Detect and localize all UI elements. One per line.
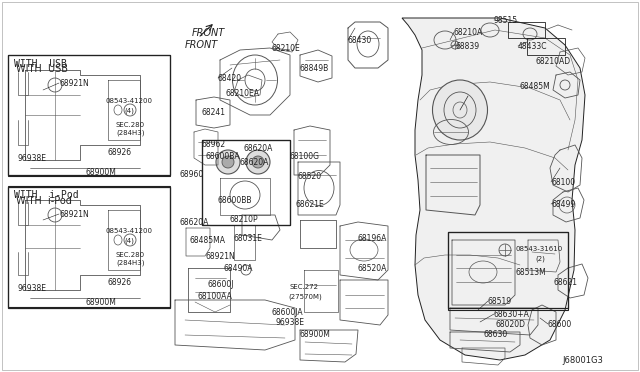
Text: 68210A: 68210A (454, 28, 483, 37)
Text: (4): (4) (124, 237, 134, 244)
Bar (202, 140, 290, 225)
Text: 68430: 68430 (348, 36, 372, 45)
Text: 08543-31610: 08543-31610 (516, 246, 563, 252)
Text: 68960: 68960 (180, 170, 204, 179)
Bar (8, 55, 170, 176)
Text: (2): (2) (535, 256, 545, 263)
Text: 48433C: 48433C (518, 42, 547, 51)
Text: 68600BA: 68600BA (205, 152, 239, 161)
Text: 68520A: 68520A (358, 264, 387, 273)
Text: 68210E: 68210E (272, 44, 301, 53)
Text: 68513M: 68513M (516, 268, 547, 277)
Bar (448, 232, 568, 308)
Text: WITH  USB: WITH USB (16, 64, 68, 74)
Text: 68921N: 68921N (59, 79, 89, 88)
Text: 68490A: 68490A (224, 264, 253, 273)
Text: 68621: 68621 (554, 278, 578, 287)
Text: WITH  i-Pod: WITH i-Pod (16, 196, 72, 206)
Text: 68620A: 68620A (240, 158, 269, 167)
Text: 68600BB: 68600BB (218, 196, 253, 205)
Text: 68921N: 68921N (205, 252, 235, 261)
Text: WITH  USB: WITH USB (14, 59, 67, 69)
Text: 68839: 68839 (455, 42, 479, 51)
Text: 68210P: 68210P (230, 215, 259, 224)
Bar (202, 140, 290, 225)
Bar (527, 38, 565, 55)
Bar (448, 232, 568, 310)
Circle shape (216, 150, 240, 174)
Circle shape (246, 150, 270, 174)
Text: 96938E: 96938E (18, 154, 47, 163)
Text: 68210EA: 68210EA (225, 89, 259, 98)
Polygon shape (402, 18, 585, 360)
Text: 68621E: 68621E (296, 200, 324, 209)
Text: 08543-41200: 08543-41200 (105, 228, 152, 234)
Text: 68100G: 68100G (290, 152, 320, 161)
Text: 68600JA: 68600JA (272, 308, 303, 317)
Text: 68926: 68926 (108, 278, 132, 287)
Text: 68519: 68519 (488, 297, 512, 306)
Ellipse shape (433, 80, 488, 140)
Text: FRONT: FRONT (192, 28, 225, 38)
Bar (8, 186, 170, 307)
Text: 68020D: 68020D (496, 320, 526, 329)
Text: SEC.280: SEC.280 (116, 252, 145, 258)
Text: 68630+A: 68630+A (494, 310, 530, 319)
Text: 68210AD: 68210AD (536, 57, 571, 66)
Text: 68499: 68499 (551, 200, 575, 209)
Text: 68600: 68600 (548, 320, 572, 329)
Text: 68900M: 68900M (85, 298, 116, 307)
Text: 68100AA: 68100AA (198, 292, 233, 301)
Text: 68620A: 68620A (244, 144, 273, 153)
Text: 96938E: 96938E (275, 318, 304, 327)
Text: SEC.280: SEC.280 (116, 122, 145, 128)
Text: 68241: 68241 (202, 108, 226, 117)
Text: 68900M: 68900M (85, 168, 116, 177)
Text: (4): (4) (124, 107, 134, 113)
Text: 68420: 68420 (218, 74, 242, 83)
Bar (8, 55, 170, 175)
Text: 68485M: 68485M (520, 82, 551, 91)
Circle shape (222, 156, 234, 168)
Text: WITH  i-Pod: WITH i-Pod (14, 190, 79, 200)
Text: 08543-41200: 08543-41200 (105, 98, 152, 104)
Text: 68849B: 68849B (300, 64, 329, 73)
Text: 68100: 68100 (551, 178, 575, 187)
Text: (284H3): (284H3) (116, 260, 145, 266)
Text: 68900M: 68900M (300, 330, 331, 339)
Bar (508, 22, 545, 38)
Text: 68962: 68962 (202, 140, 226, 149)
Text: 68031E: 68031E (234, 234, 263, 243)
Text: 68196A: 68196A (358, 234, 387, 243)
Text: 68926: 68926 (108, 148, 132, 157)
Text: 96938E: 96938E (18, 284, 47, 293)
Text: 68620A: 68620A (180, 218, 209, 227)
Circle shape (252, 156, 264, 168)
Text: SEC.272: SEC.272 (290, 284, 319, 290)
Text: 98515: 98515 (494, 16, 518, 25)
Text: (284H3): (284H3) (116, 130, 145, 137)
Text: 68520: 68520 (298, 172, 322, 181)
Text: 68485MA: 68485MA (190, 236, 226, 245)
Text: 68630: 68630 (484, 330, 508, 339)
Bar (8, 187, 170, 308)
Text: (27570M): (27570M) (288, 293, 322, 299)
Text: 68600J: 68600J (208, 280, 234, 289)
Text: 68921N: 68921N (59, 210, 89, 219)
Text: J68001G3: J68001G3 (562, 356, 603, 365)
Text: FRONT: FRONT (185, 40, 218, 50)
